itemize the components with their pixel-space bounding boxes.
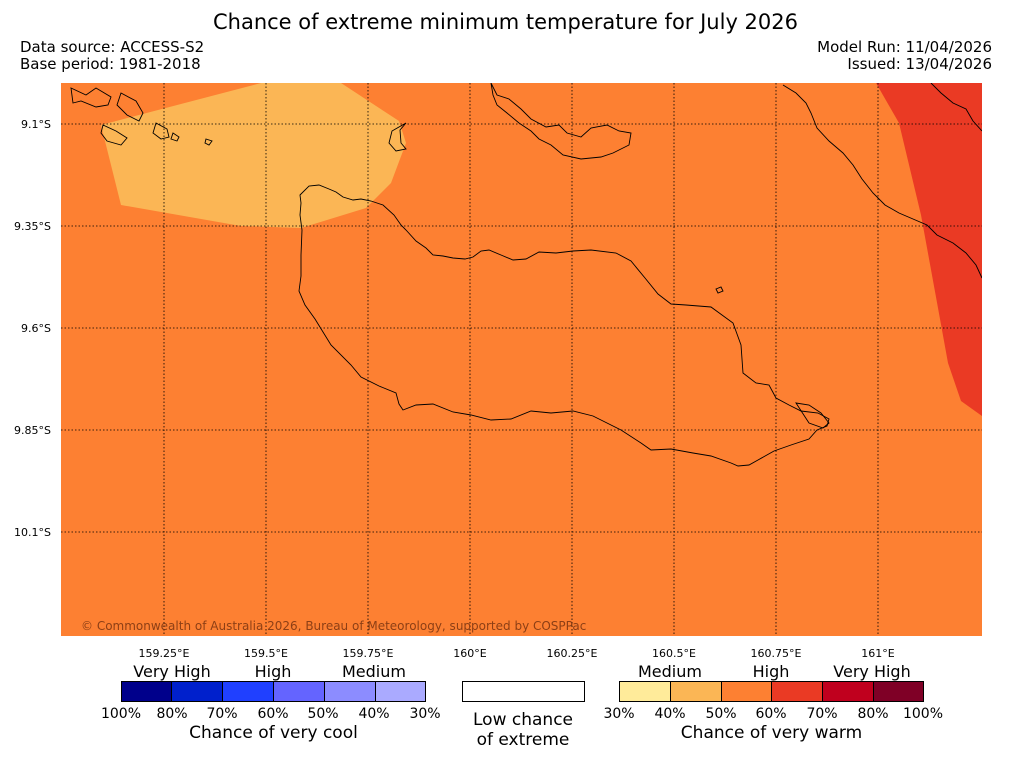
model-run: Model Run: 11/04/2026 — [817, 38, 992, 56]
lon-label: 159.75°E — [342, 647, 394, 660]
lon-label: 160.25°E — [546, 647, 598, 660]
legend-cool-swatch — [324, 681, 376, 702]
region-medium-warm — [101, 83, 406, 228]
legend-cool-percent: 40% — [358, 706, 390, 722]
legend-cool-category: Very High — [133, 662, 211, 681]
legend-warm-percent: 70% — [806, 706, 838, 722]
legend-neutral-title-line2: of extreme — [476, 730, 570, 750]
legend-warm-swatch — [771, 681, 823, 702]
legend-cool-swatch — [375, 681, 426, 702]
legend-cool-percent: 70% — [206, 706, 238, 722]
lon-label: 160.75°E — [750, 647, 802, 660]
legend-neutral-swatch — [462, 681, 585, 702]
metadata-left: Data source: ACCESS-S2 Base period: 1981… — [20, 39, 204, 73]
lon-label: 161°E — [861, 647, 895, 660]
legend-warm-swatch — [721, 681, 772, 702]
legend-warm-swatch — [619, 681, 671, 702]
legend-warm-swatch — [873, 681, 924, 702]
copyright-notice: © Commonwealth of Australia 2026, Bureau… — [81, 619, 587, 633]
legend-cool-percent: 30% — [409, 706, 441, 722]
legend-cool-category: Medium — [342, 662, 406, 681]
lat-label: 9.35°S — [14, 220, 51, 233]
lon-label: 160°E — [453, 647, 487, 660]
lat-label: 9.6°S — [21, 322, 51, 335]
legend-warm-percent: 100% — [902, 706, 944, 722]
legend-cool-percent: 80% — [156, 706, 188, 722]
lon-label: 159.25°E — [138, 647, 190, 660]
legend-neutral-title: Low chance of extreme — [443, 710, 603, 750]
map-panel — [61, 83, 982, 636]
legend-warm-swatch — [822, 681, 874, 702]
legend-neutral-title-line1: Low chance — [473, 710, 573, 730]
lat-label: 9.85°S — [14, 424, 51, 437]
legend-cool-swatch — [273, 681, 325, 702]
legend-warm-swatch — [670, 681, 722, 702]
legend-warm-percent: 30% — [603, 706, 635, 722]
lat-label: 9.1°S — [21, 118, 51, 131]
lat-label: 10.1°S — [14, 526, 51, 539]
legend-warm-percent: 60% — [755, 706, 787, 722]
coastlines — [70, 83, 982, 467]
legend-warm-category: Medium — [638, 662, 702, 681]
legend-cool-percent: 50% — [307, 706, 339, 722]
legend-cool-swatch — [121, 681, 172, 702]
legend-cool-title: Chance of very cool — [189, 723, 358, 743]
legend-cool-percent: 60% — [257, 706, 289, 722]
chart-title: Chance of extreme minimum temperature fo… — [212, 10, 798, 34]
metadata-right: Model Run: 11/04/2026 Issued: 13/04/2026 — [817, 39, 992, 73]
legend-cool-swatch — [171, 681, 223, 702]
legend-warm-percent: 80% — [857, 706, 889, 722]
region-high-warm — [876, 83, 982, 416]
lon-label: 160.5°E — [652, 647, 696, 660]
legend-warm-title: Chance of very warm — [680, 723, 863, 743]
legend-warm-percent: 40% — [654, 706, 686, 722]
legend-warm-category: High — [752, 662, 790, 681]
issued-date: Issued: 13/04/2026 — [847, 55, 992, 73]
legend-warm-percent: 50% — [705, 706, 737, 722]
base-period: Base period: 1981-2018 — [20, 55, 201, 73]
legend-warm-category: Very High — [833, 662, 911, 681]
legend-cool-swatch — [222, 681, 274, 702]
graticule — [61, 83, 982, 636]
legend-cool-percent: 100% — [100, 706, 142, 722]
data-source: Data source: ACCESS-S2 — [20, 38, 205, 56]
lon-label: 159.5°E — [244, 647, 288, 660]
legend-cool-category: High — [254, 662, 292, 681]
